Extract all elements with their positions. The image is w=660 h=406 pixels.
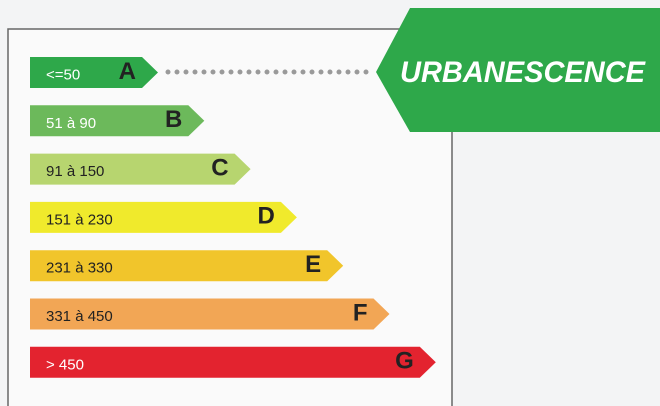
brand-tag <box>376 8 660 132</box>
band-arrow <box>30 57 158 88</box>
band-range: 91 à 150 <box>46 163 104 180</box>
band-arrow <box>30 298 390 330</box>
band-arrow <box>30 201 297 233</box>
band-arrow <box>30 153 251 185</box>
band-arrow <box>30 250 344 282</box>
band-letter: C <box>211 154 228 181</box>
band-letter: A <box>119 58 136 85</box>
band-range: > 450 <box>46 356 84 373</box>
band-range: 331 à 450 <box>46 308 113 325</box>
bands: <=50 A 51 à 90 B 91 à 150 C 151 à 230 D 231 à 33… <box>30 57 436 378</box>
band-range: 151 à 230 <box>46 211 113 228</box>
band-range: 51 à 90 <box>46 115 96 132</box>
brand-name: URBANESCENCE <box>400 56 646 89</box>
band-arrow <box>30 105 205 137</box>
band-range: <=50 <box>46 66 80 83</box>
band-arrow <box>30 346 436 378</box>
band-range: 231 à 330 <box>46 260 113 277</box>
band-letter: F <box>353 299 368 326</box>
band-letter: E <box>305 251 321 278</box>
band-letter: B <box>165 106 182 133</box>
band-letter: G <box>395 348 414 375</box>
band-letter: D <box>258 203 275 230</box>
